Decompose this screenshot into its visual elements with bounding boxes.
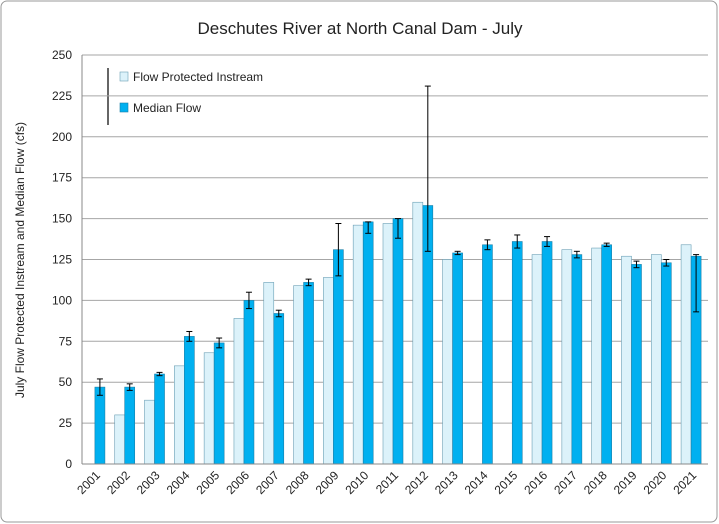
bar bbox=[511, 241, 523, 465]
bar bbox=[452, 252, 463, 465]
bar bbox=[213, 342, 225, 465]
bar bbox=[362, 221, 374, 465]
error-bar bbox=[514, 234, 521, 249]
error-bar bbox=[216, 337, 223, 349]
bar bbox=[392, 218, 404, 465]
bar bbox=[621, 255, 632, 465]
legend-swatch bbox=[119, 71, 129, 82]
bar bbox=[442, 259, 453, 465]
error-bar bbox=[484, 239, 491, 251]
bar bbox=[124, 386, 136, 465]
bar bbox=[561, 249, 573, 465]
error-bar bbox=[693, 254, 700, 313]
y-tick-label: 200 bbox=[52, 130, 72, 144]
legend-label: Median Flow bbox=[133, 101, 201, 115]
bar bbox=[94, 386, 106, 465]
bar bbox=[631, 264, 642, 465]
y-tick-label: 125 bbox=[52, 253, 72, 267]
bar bbox=[571, 254, 583, 465]
y-tick-label: 225 bbox=[52, 89, 72, 103]
bar bbox=[482, 244, 493, 465]
bar bbox=[144, 399, 155, 465]
error-bar bbox=[544, 236, 551, 247]
error-bar bbox=[96, 378, 103, 396]
y-tick-label: 75 bbox=[59, 334, 73, 348]
bar bbox=[591, 247, 602, 465]
error-bar bbox=[275, 309, 282, 318]
error-bar bbox=[663, 259, 670, 267]
error-bar bbox=[186, 330, 193, 342]
bar bbox=[650, 254, 662, 465]
y-tick-label: 25 bbox=[59, 416, 73, 430]
y-tick-label: 175 bbox=[52, 171, 72, 185]
error-bar bbox=[365, 221, 372, 234]
bar bbox=[323, 277, 334, 465]
bar bbox=[154, 373, 165, 465]
y-tick-label: 250 bbox=[52, 48, 72, 62]
bar bbox=[263, 282, 275, 465]
y-tick-label: 100 bbox=[52, 293, 72, 307]
y-axis-label: July Flow Protected Instream and Median … bbox=[13, 122, 27, 398]
bar bbox=[243, 300, 255, 465]
bar bbox=[541, 241, 553, 465]
bar bbox=[412, 201, 424, 465]
y-tick-label: 150 bbox=[52, 212, 72, 226]
bar bbox=[233, 318, 245, 465]
bar bbox=[333, 249, 344, 465]
bar bbox=[174, 365, 185, 465]
bar bbox=[203, 352, 215, 465]
bar bbox=[660, 262, 672, 465]
y-tick-label: 0 bbox=[65, 457, 72, 471]
bar bbox=[680, 244, 692, 465]
legend-label: Flow Protected Instream bbox=[133, 70, 263, 84]
error-bar bbox=[603, 242, 610, 247]
error-bar bbox=[126, 383, 133, 391]
bar bbox=[293, 285, 304, 465]
bar bbox=[184, 336, 195, 465]
bar bbox=[273, 313, 285, 465]
bar bbox=[352, 224, 364, 465]
bar bbox=[601, 244, 612, 465]
error-bar bbox=[454, 250, 461, 256]
error-bar bbox=[245, 291, 252, 310]
bar bbox=[531, 254, 543, 465]
bar bbox=[114, 414, 126, 465]
legend-swatch bbox=[119, 102, 129, 113]
error-bar bbox=[305, 278, 312, 287]
error-bar bbox=[395, 218, 401, 239]
error-bar bbox=[424, 85, 431, 252]
error-bar bbox=[335, 223, 342, 277]
error-bar bbox=[156, 371, 163, 377]
chart-title: Deschutes River at North Canal Dam - Jul… bbox=[197, 19, 523, 38]
error-bar bbox=[633, 260, 640, 269]
error-bar bbox=[573, 250, 580, 259]
bar bbox=[303, 282, 314, 465]
y-tick-label: 50 bbox=[59, 375, 73, 389]
bar bbox=[382, 223, 394, 465]
